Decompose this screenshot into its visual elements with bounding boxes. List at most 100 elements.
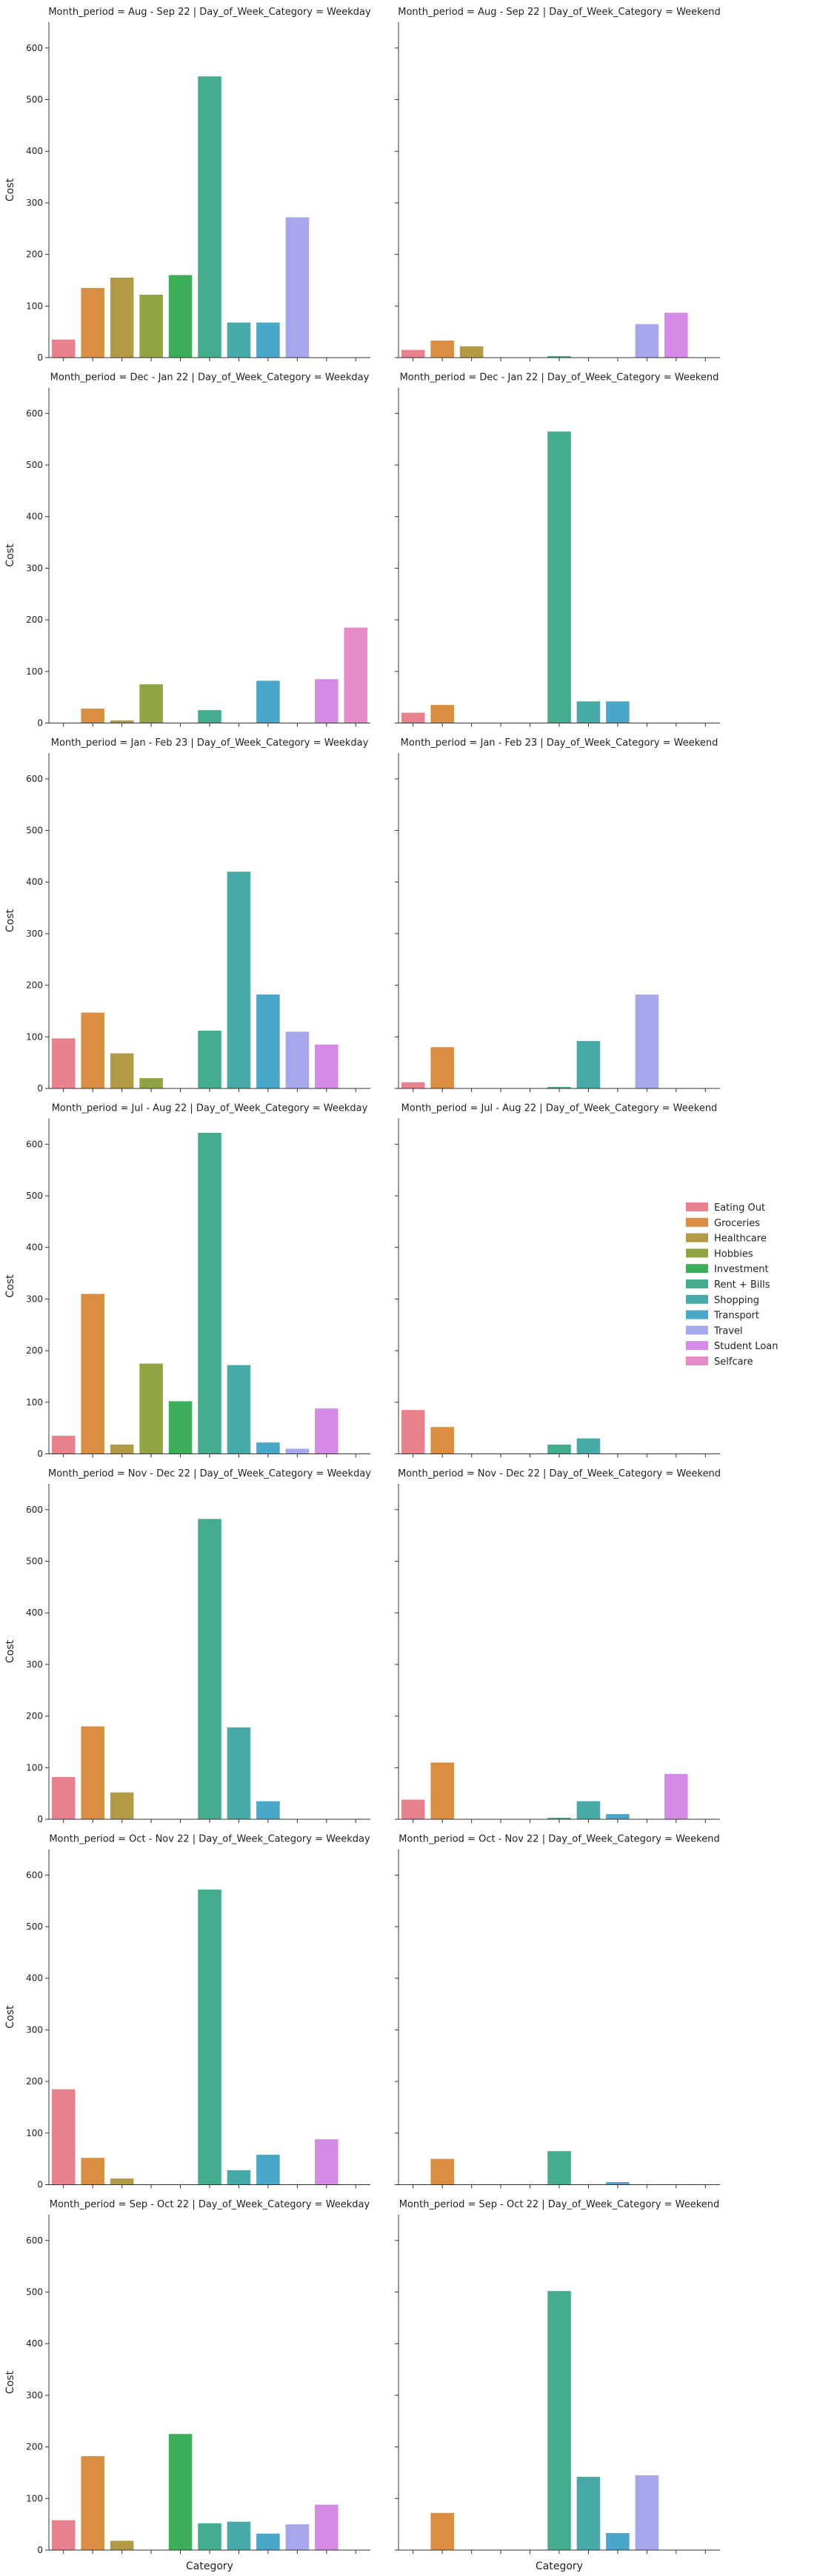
y-tick-label: 100	[26, 1031, 43, 1042]
bar	[198, 1889, 221, 2185]
facet-title: Month_period = Nov - Dec 22 | Day_of_Wee…	[48, 1468, 371, 1479]
bar	[459, 346, 484, 358]
y-tick-label: 300	[26, 1659, 43, 1670]
bar	[168, 275, 193, 358]
bar	[256, 322, 280, 358]
bar	[81, 287, 104, 358]
y-tick-label: 500	[26, 460, 43, 470]
y-tick-label: 0	[37, 1449, 43, 1459]
facet-title: Month_period = Aug - Sep 22 | Day_of_Wee…	[398, 7, 720, 18]
facet-title: Month_period = Sep - Oct 22 | Day_of_Wee…	[399, 2199, 720, 2210]
legend-swatch	[686, 1264, 708, 1274]
facet-title: Month_period = Dec - Jan 22 | Day_of_Wee…	[400, 372, 719, 384]
legend: Eating Out Groceries Healthcare Hobbies Inve…	[686, 1202, 778, 1368]
y-tick-label: 300	[26, 198, 43, 208]
facet-panel: Month_period = Aug - Sep 22 | Day_of_Wee…	[395, 7, 721, 361]
bar	[635, 324, 659, 358]
facet-title: Month_period = Jul - Aug 22 | Day_of_Wee…	[52, 1103, 368, 1114]
bar	[256, 1801, 280, 1819]
bar	[576, 2477, 601, 2550]
bar	[227, 1365, 251, 1454]
facet-title: Month_period = Nov - Dec 22 | Day_of_Wee…	[398, 1468, 721, 1479]
bar	[139, 1078, 163, 1088]
y-tick-label: 400	[26, 1608, 43, 1618]
y-tick-label: 200	[26, 615, 43, 625]
y-tick-label: 0	[37, 2180, 43, 2190]
y-tick-label: 600	[26, 43, 43, 53]
bar	[139, 294, 163, 358]
bar	[401, 1799, 425, 1819]
y-tick-label: 100	[26, 2128, 43, 2138]
facet-panel: Month_period = Jul - Aug 22 | Day_of_Wee…	[395, 1103, 720, 1458]
bar	[547, 2151, 571, 2185]
bar	[81, 2456, 104, 2550]
facet-panel: Month_period = Oct - Nov 22 | Day_of_Wee…	[4, 1834, 370, 2190]
bar	[606, 1814, 630, 1819]
legend-label: Rent + Bills	[714, 1279, 770, 1291]
bar	[315, 1044, 339, 1088]
facet-title: Month_period = Jan - Feb 23 | Day_of_Wee…	[51, 737, 369, 749]
facet-panel: Month_period = Dec - Jan 22 | Day_of_Wee…	[395, 372, 720, 727]
x-axis-label: Category	[536, 2560, 583, 2572]
legend-swatch	[686, 1279, 708, 1288]
bar	[81, 2158, 104, 2185]
facet-title: Month_period = Jan - Feb 23 | Day_of_Wee…	[401, 737, 718, 749]
y-tick-label: 200	[26, 1345, 43, 1356]
legend-swatch	[686, 1202, 708, 1211]
y-axis-label: Cost	[4, 1274, 16, 1298]
bar	[256, 994, 280, 1088]
bar	[139, 684, 163, 723]
facet-panel: Month_period = Jan - Feb 23 | Day_of_Wee…	[4, 737, 370, 1094]
legend-label: Eating Out	[714, 1202, 765, 1214]
facet-title: Month_period = Oct - Nov 22 | Day_of_Wee…	[399, 1834, 719, 1845]
legend-label: Transport	[713, 1311, 759, 1322]
y-tick-label: 100	[26, 666, 43, 677]
bar	[198, 710, 221, 723]
y-tick-label: 100	[26, 2493, 43, 2503]
y-tick-label: 600	[26, 1870, 43, 1880]
bar	[81, 1012, 104, 1088]
y-tick-label: 0	[37, 1814, 43, 1824]
y-tick-label: 0	[37, 718, 43, 729]
legend-swatch	[686, 1356, 708, 1365]
y-tick-label: 500	[26, 826, 43, 836]
bar	[430, 341, 454, 358]
y-tick-label: 100	[26, 301, 43, 311]
bar	[51, 2520, 76, 2550]
bar	[285, 1448, 310, 1454]
bar	[285, 217, 310, 358]
bar	[430, 705, 454, 723]
bar	[256, 2533, 280, 2550]
bar	[227, 2521, 251, 2550]
y-tick-label: 500	[26, 1191, 43, 1201]
bar	[401, 349, 425, 358]
legend-label: Student Loan	[714, 1341, 778, 1352]
facet-panel: Month_period = Jan - Feb 23 | Day_of_Wee…	[395, 737, 720, 1092]
y-tick-label: 200	[26, 2076, 43, 2087]
bar	[51, 1038, 76, 1088]
y-tick-label: 300	[26, 2024, 43, 2035]
legend-swatch	[686, 1310, 708, 1319]
y-tick-label: 400	[26, 146, 43, 156]
y-tick-label: 600	[26, 774, 43, 784]
bar	[198, 1133, 221, 1454]
bar	[198, 1030, 221, 1088]
bar	[430, 2512, 454, 2550]
bar	[344, 627, 368, 723]
bar	[110, 277, 134, 358]
bar	[81, 708, 104, 723]
bar	[315, 2139, 339, 2185]
bar	[547, 1086, 571, 1088]
bar	[198, 2523, 221, 2550]
bar	[430, 1762, 454, 1819]
y-tick-label: 400	[26, 1973, 43, 1984]
facet-panel: Month_period = Jul - Aug 22 | Day_of_Wee…	[4, 1103, 370, 1459]
bar	[110, 720, 134, 723]
bar	[606, 2182, 630, 2185]
bar	[168, 2434, 193, 2550]
bar	[285, 1031, 310, 1088]
y-axis-label: Cost	[4, 178, 16, 201]
bar	[576, 701, 601, 723]
bar	[227, 2169, 251, 2185]
